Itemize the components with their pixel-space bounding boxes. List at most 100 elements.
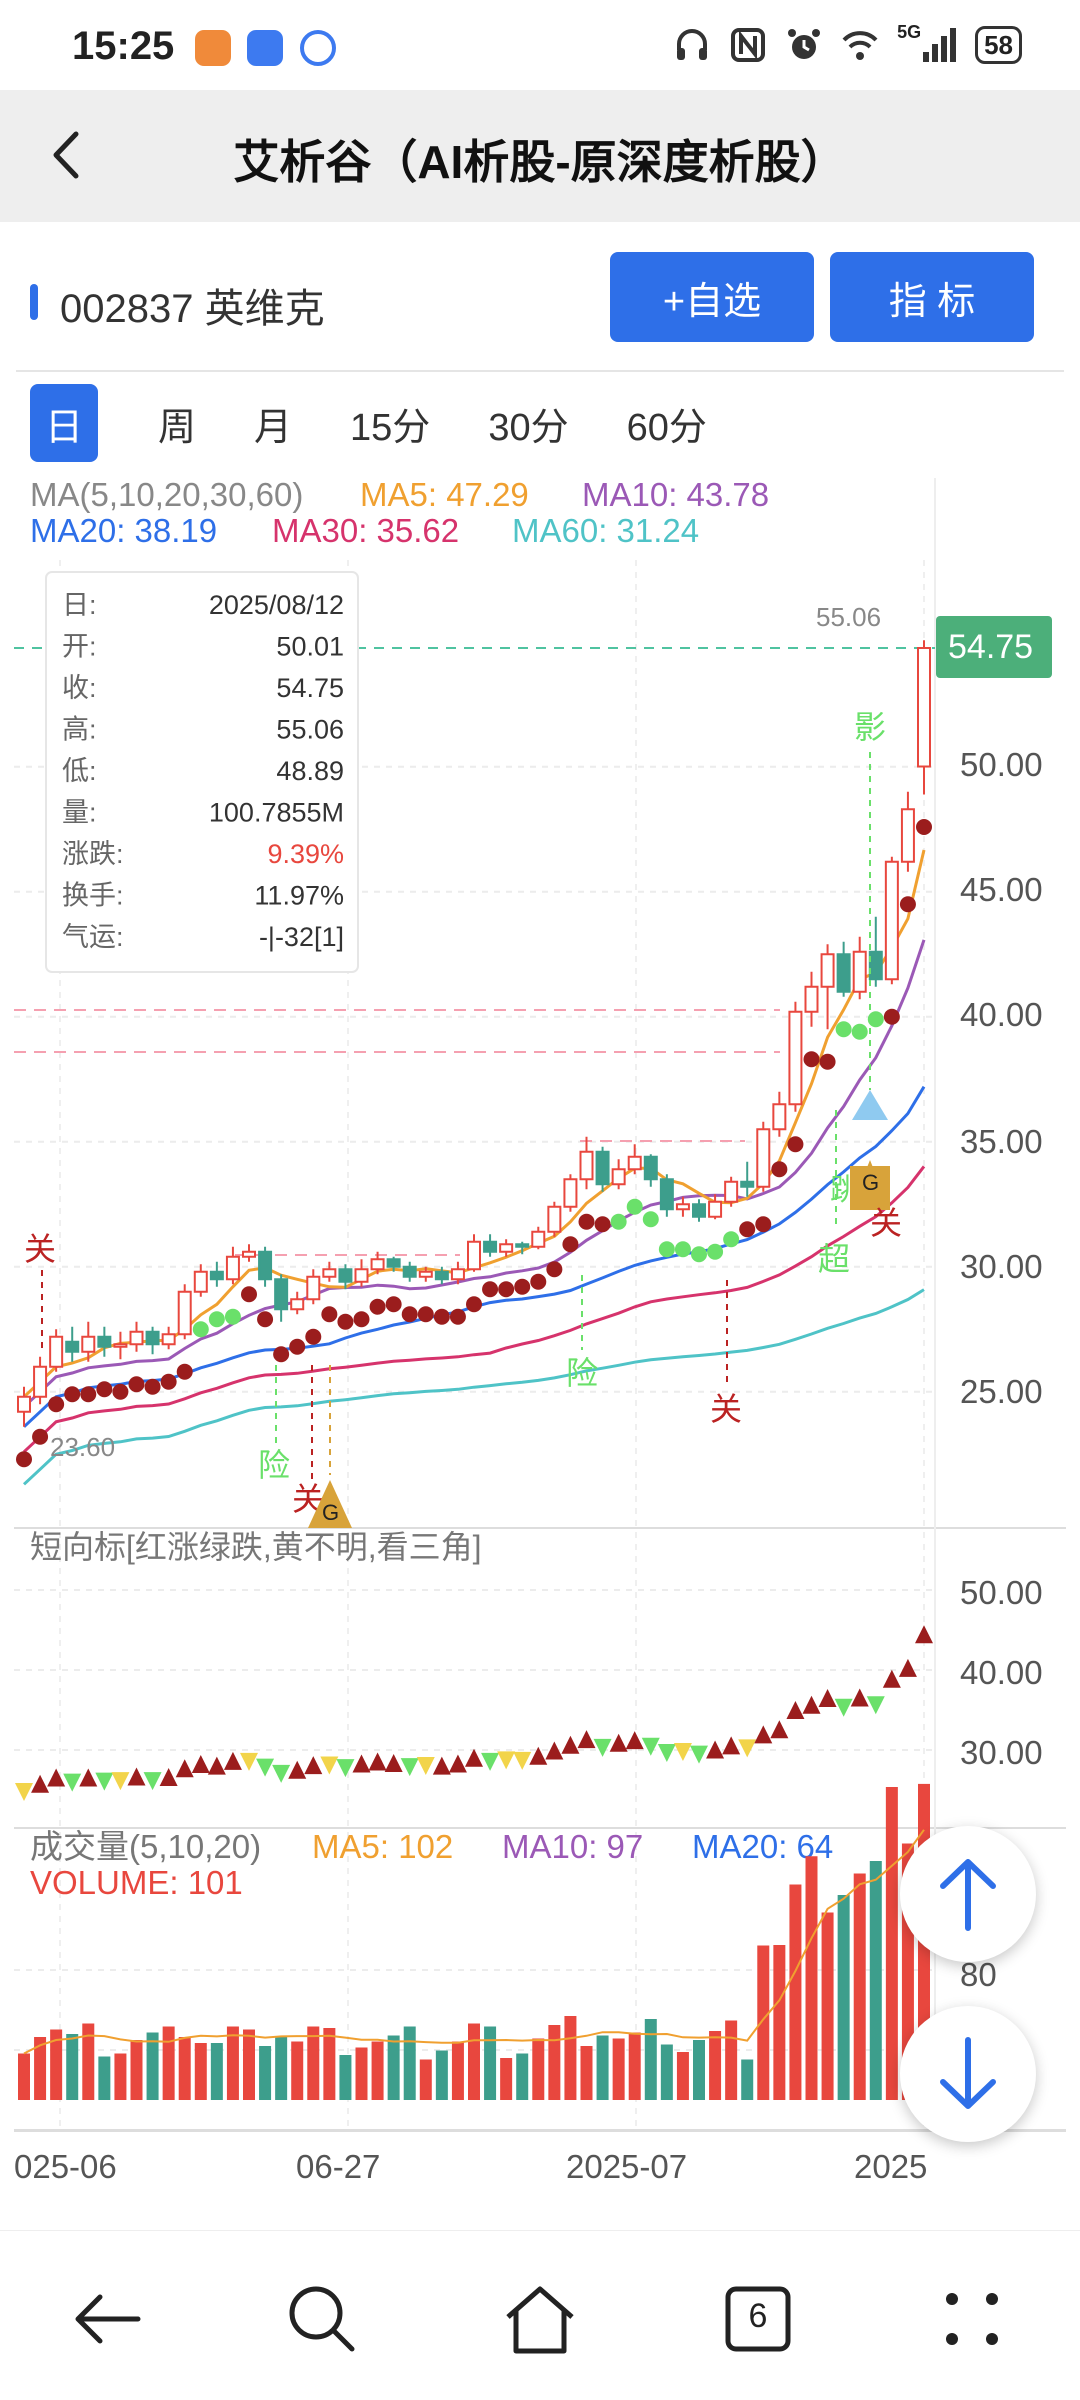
short-term-triangle (15, 1783, 33, 1802)
price-axis-tick: 30.00 (960, 1248, 1043, 1285)
price-axis-tick: 50.00 (960, 746, 1043, 783)
candle-body (370, 1258, 385, 1271)
tab-60min[interactable]: 60分 (626, 406, 707, 449)
ma5-legend: MA5: 47.29 (360, 476, 529, 513)
info-value: 55.06 (276, 715, 344, 745)
short-term-triangle (529, 1746, 548, 1765)
info-label: 收: (62, 673, 97, 703)
volume-ma5-line (23, 1829, 925, 2055)
price-axis-tick: 25.00 (960, 1373, 1043, 1410)
volume-bar (837, 1895, 850, 2100)
volume-bar (178, 2037, 191, 2100)
volume-bar (468, 2023, 480, 2100)
short-term-triangle (609, 1733, 628, 1752)
candle-body (193, 1270, 208, 1293)
add-watchlist-button[interactable]: +自选 (610, 252, 814, 342)
signal-dot (112, 1383, 129, 1400)
short-term-triangle (79, 1768, 98, 1787)
scroll-up-button[interactable] (900, 1826, 1036, 1962)
volume-bar (757, 1945, 770, 2100)
short-term-triangle (416, 1757, 435, 1776)
signal-dot (803, 1051, 820, 1068)
short-term-triangle (850, 1688, 869, 1707)
signal-dot (80, 1386, 97, 1403)
x-axis-label: 025-06 (14, 2148, 117, 2185)
g-signal-label: G (322, 1500, 339, 1525)
candle-body (836, 953, 851, 993)
short-term-triangle (175, 1759, 194, 1778)
home-icon[interactable] (500, 2279, 580, 2359)
search-icon[interactable] (282, 2279, 362, 2359)
volume-bar (18, 2053, 30, 2100)
short-term-triangle (770, 1720, 789, 1739)
tab-week[interactable]: 周 (158, 406, 197, 449)
back-arrow-icon[interactable] (34, 120, 104, 190)
volume-bar (516, 2053, 529, 2100)
signal-dot (594, 1216, 611, 1233)
volume-ma5-legend: MA5: 102 (312, 1828, 453, 1865)
volume-bar (596, 2035, 609, 2100)
signal-dot (562, 1236, 579, 1253)
volume-bar (580, 2046, 593, 2100)
candle-body (354, 1268, 369, 1283)
candle-body (145, 1330, 160, 1346)
info-box-rows: 日: 2025/08/12 开: 50.01 收: 54.75 高: 55.06 低: 48.89… (62, 590, 344, 952)
signal-annotations: 关 险 关 G 险 关 影 超 跳 G 关 (24, 709, 902, 1528)
signal-dot (385, 1296, 402, 1313)
short-term-triangle (31, 1774, 50, 1793)
signal-dots (16, 819, 932, 1468)
tab-day[interactable]: 日 (30, 384, 98, 462)
info-box-frame (45, 571, 359, 973)
annotation-xian: 险 (258, 1447, 290, 1483)
info-label: 涨跌: (62, 839, 124, 869)
tabs-button[interactable]: 6 (718, 2279, 798, 2359)
signal-dot (851, 1023, 868, 1040)
signal-dot (16, 1451, 32, 1468)
candle-body (692, 1203, 706, 1218)
tab-30min[interactable]: 30分 (488, 406, 569, 449)
short-term-triangles (15, 1625, 933, 1802)
page-title: 艾析谷（AI析股-原深度析股） (233, 136, 847, 188)
signal-dot (353, 1311, 370, 1328)
short-term-triangle (400, 1758, 419, 1777)
annotation-guan: 关 (710, 1391, 742, 1427)
short-term-triangle (722, 1736, 741, 1755)
short-term-triangle (159, 1768, 178, 1787)
signal-dot (530, 1273, 547, 1290)
annotation-chao: 超 (818, 1241, 850, 1277)
candle-body (306, 1275, 321, 1301)
indicator-button[interactable]: 指 标 (830, 252, 1034, 342)
candle-body (402, 1265, 417, 1278)
volume-bar (339, 2055, 352, 2100)
tab-15min[interactable]: 15分 (350, 406, 431, 449)
short-term-triangle (593, 1738, 612, 1757)
info-value: 11.97% (254, 881, 344, 911)
signal-dot (176, 1363, 193, 1380)
candle-body (772, 1103, 787, 1131)
volume-bar (612, 2038, 625, 2100)
signal-dot (433, 1308, 450, 1325)
volume-axis-tick: 80 (960, 1956, 997, 1993)
price-axis: 50.00 45.00 40.00 35.00 30.00 25.00 (960, 746, 1043, 1410)
tabs-icon (725, 2286, 791, 2352)
volume-panel-title: 成交量(5,10,20) (30, 1828, 261, 1865)
candle-body (17, 1395, 31, 1413)
price-axis-tick: 35.00 (960, 1123, 1043, 1160)
ma30-line (22, 1165, 926, 1453)
candlesticks (17, 640, 931, 1427)
network-type-label: 5G (897, 22, 922, 42)
candle-body (595, 1150, 610, 1186)
short-term-triangle (207, 1756, 226, 1775)
volume-bar (130, 2040, 143, 2100)
candle-body (499, 1243, 514, 1253)
short-term-triangle (448, 1754, 467, 1773)
volume-ma10-legend: MA10: 97 (502, 1828, 643, 1865)
scroll-down-button[interactable] (900, 2006, 1036, 2142)
x-axis-line (14, 2130, 1066, 2132)
tab-month[interactable]: 月 (254, 406, 293, 449)
more-menu-icon[interactable] (932, 2279, 1012, 2359)
nav-back-icon[interactable] (68, 2279, 148, 2359)
candle-body (467, 1240, 481, 1271)
signal-dot (144, 1378, 161, 1395)
stock-chart[interactable]: MA(5,10,20,30,60) MA5: 47.29 MA10: 43.78… (0, 470, 1080, 2140)
